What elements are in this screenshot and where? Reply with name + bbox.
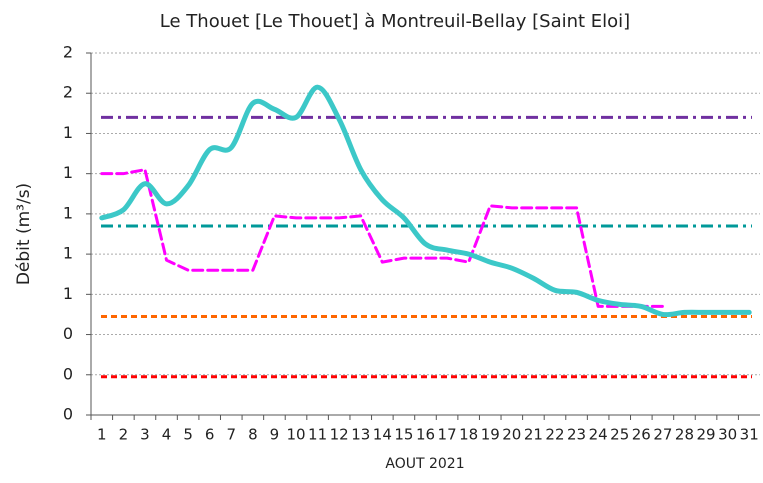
x-tick-label: 29 bbox=[697, 426, 716, 444]
x-tick-label: 21 bbox=[524, 426, 543, 444]
chart-title: Le Thouet [Le Thouet] à Montreuil-Bellay… bbox=[160, 11, 630, 32]
x-tick-label: 24 bbox=[589, 426, 608, 444]
y-tick-label: 1 bbox=[63, 123, 73, 142]
x-tick-label: 22 bbox=[545, 426, 564, 444]
x-tick-label: 9 bbox=[270, 426, 280, 444]
y-tick-label: 1 bbox=[63, 244, 73, 263]
x-tick-label: 20 bbox=[502, 426, 521, 444]
y-tick-label: 1 bbox=[63, 163, 73, 182]
x-tick-label: 3 bbox=[140, 426, 150, 444]
y-tick-label: 1 bbox=[63, 284, 73, 303]
x-tick-label: 26 bbox=[632, 426, 651, 444]
x-tick-label: 6 bbox=[205, 426, 215, 444]
x-tick-label: 31 bbox=[740, 426, 759, 444]
x-tick-label: 13 bbox=[351, 426, 370, 444]
x-tick-label: 2 bbox=[119, 426, 129, 444]
x-tick-label: 27 bbox=[653, 426, 672, 444]
x-tick-label: 12 bbox=[330, 426, 349, 444]
series-line bbox=[100, 168, 665, 308]
y-tick-label: 0 bbox=[63, 364, 73, 383]
x-axis-label: AOUT 2021 bbox=[385, 456, 464, 472]
x-tick-label: 16 bbox=[416, 426, 435, 444]
y-tick-label: 2 bbox=[63, 43, 73, 62]
x-tick-label: 19 bbox=[481, 426, 500, 444]
x-tick-label: 23 bbox=[567, 426, 586, 444]
x-tick-label: 18 bbox=[459, 426, 478, 444]
x-tick-label: 7 bbox=[227, 426, 237, 444]
x-tick-label: 17 bbox=[438, 426, 457, 444]
x-tick-label: 11 bbox=[308, 426, 327, 444]
y-tick-label: 2 bbox=[63, 83, 73, 102]
y-tick-label: 0 bbox=[63, 324, 73, 343]
x-tick-label: 15 bbox=[394, 426, 413, 444]
x-tick-label: 28 bbox=[675, 426, 694, 444]
y-axis-label: Débit (m³/s) bbox=[14, 183, 34, 285]
y-tick-label: 0 bbox=[63, 405, 73, 424]
x-tick-label: 4 bbox=[162, 426, 172, 444]
y-tick-label: 1 bbox=[63, 203, 73, 222]
x-tick-label: 30 bbox=[718, 426, 737, 444]
x-tick-label: 10 bbox=[286, 426, 305, 444]
x-tick-label: 1 bbox=[97, 426, 107, 444]
x-tick-label: 5 bbox=[183, 426, 193, 444]
x-tick-label: 14 bbox=[373, 426, 392, 444]
series-line bbox=[99, 84, 752, 318]
x-tick-label: 8 bbox=[248, 426, 258, 444]
x-tick-label: 25 bbox=[610, 426, 629, 444]
